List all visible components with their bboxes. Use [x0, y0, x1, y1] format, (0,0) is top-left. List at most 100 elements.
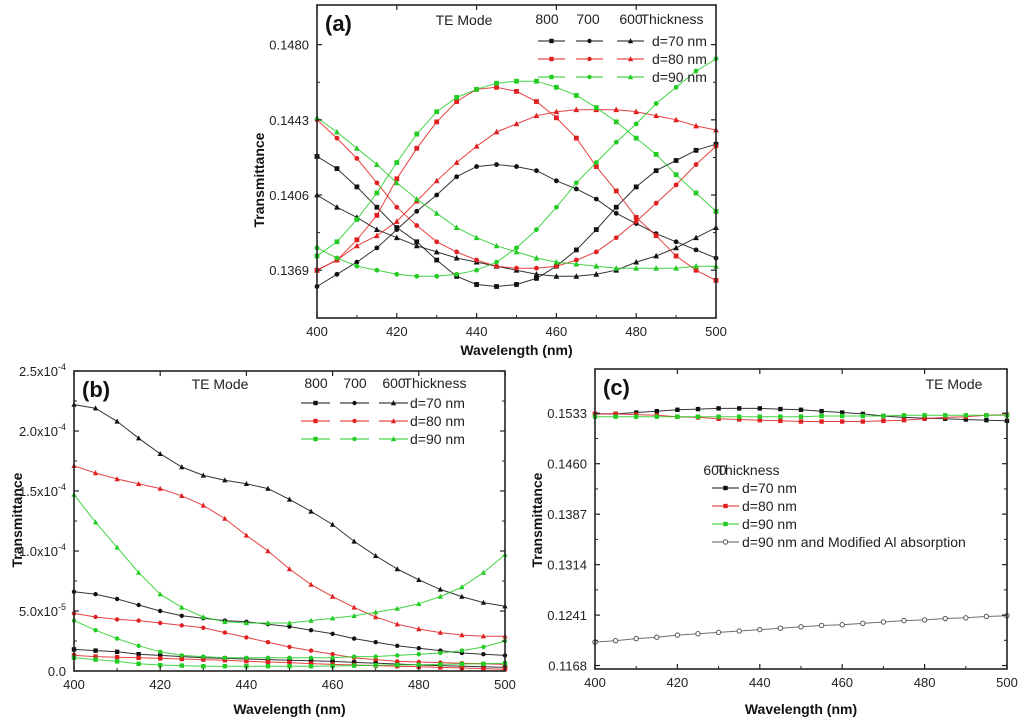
- data-point: [654, 634, 660, 640]
- data-point: [394, 176, 400, 182]
- legend-header: Thickness: [640, 11, 703, 27]
- data-point: [179, 656, 184, 662]
- data-point: [243, 480, 250, 486]
- data-point: [533, 271, 540, 277]
- panel-b: 400 420 440 460 480 5000.05.0x10-51.0x10-41.5…: [9, 362, 516, 717]
- data-point: [244, 635, 249, 640]
- data-point: [798, 624, 804, 630]
- data-point: [474, 267, 479, 273]
- data-point: [573, 186, 579, 192]
- data-point: [374, 204, 380, 210]
- data-point: [308, 508, 314, 514]
- data-point: [136, 652, 141, 657]
- data-point: [351, 663, 357, 668]
- data-point: [136, 655, 141, 660]
- data-point: [434, 192, 440, 198]
- data-point: [308, 655, 314, 660]
- data-point: [459, 593, 465, 599]
- data-point: [373, 161, 380, 167]
- data-point: [437, 629, 443, 635]
- data-point: [553, 108, 560, 115]
- data-point: [673, 116, 679, 123]
- data-point: [414, 223, 420, 228]
- data-point: [778, 418, 783, 424]
- x-tick-label: 420: [149, 677, 171, 692]
- y-tick-label: 1.5x10-4: [19, 482, 66, 499]
- data-point: [777, 625, 784, 631]
- y-tick-label: 2.5x10-4: [19, 362, 66, 379]
- x-tick-label: 400: [63, 677, 85, 692]
- data-point: [374, 212, 380, 218]
- data-point: [693, 162, 699, 167]
- data-point: [201, 654, 206, 659]
- data-point: [157, 485, 163, 491]
- data-point: [963, 413, 968, 418]
- data-point: [573, 93, 579, 98]
- data-point: [453, 224, 460, 230]
- data-point: [157, 591, 163, 597]
- data-point: [880, 619, 887, 625]
- data-point: [860, 620, 866, 627]
- data-point: [984, 413, 989, 418]
- x-axis-title: Wavelength (nm): [460, 342, 572, 358]
- data-point: [613, 235, 619, 241]
- data-point: [514, 164, 519, 169]
- legend-item: d=90 nm: [301, 431, 465, 447]
- legend-marker: [390, 418, 397, 424]
- data-point: [554, 84, 559, 90]
- data-point: [459, 632, 465, 638]
- data-point: [395, 659, 400, 664]
- legend-marker: [722, 539, 729, 545]
- data-point: [265, 664, 271, 669]
- data-point: [573, 257, 579, 263]
- data-point: [673, 182, 679, 188]
- data-point: [474, 164, 479, 169]
- data-point: [158, 656, 163, 661]
- data-point: [438, 665, 443, 670]
- data-point: [963, 615, 969, 621]
- data-point: [778, 414, 783, 419]
- legend-marker: [723, 503, 728, 509]
- data-point: [573, 261, 580, 267]
- legend-marker: [723, 485, 728, 491]
- data-point: [334, 255, 340, 261]
- data-point: [330, 655, 335, 660]
- data-point: [308, 661, 314, 666]
- legend-label: d=70 nm: [742, 480, 797, 496]
- data-point: [901, 417, 907, 423]
- data-point: [480, 569, 487, 575]
- data-point: [414, 145, 420, 151]
- data-point: [393, 179, 400, 186]
- data-point: [394, 605, 400, 611]
- data-point: [653, 252, 660, 259]
- legend-item: d=80 nm: [538, 51, 707, 67]
- legend-header: 600: [703, 462, 727, 478]
- data-point: [493, 242, 500, 249]
- data-point: [819, 419, 824, 424]
- data-point: [480, 599, 487, 605]
- data-point: [93, 657, 98, 662]
- data-point: [92, 519, 99, 525]
- data-point: [222, 664, 228, 669]
- data-point: [265, 485, 271, 491]
- y-tick-label: 0.1406: [269, 188, 309, 203]
- legend-header: Thickness: [403, 375, 466, 391]
- data-point: [633, 635, 639, 642]
- legend-header: 700: [576, 11, 600, 27]
- data-point: [351, 636, 357, 641]
- x-tick-label: 400: [584, 675, 606, 690]
- data-point: [179, 464, 185, 470]
- data-point: [334, 204, 340, 210]
- panel-a: 400 420 440 460 480 500 0.1369 0.1406 0.1443 0.14…: [251, 4, 727, 358]
- data-point: [265, 655, 271, 660]
- data-point: [222, 658, 228, 663]
- data-point: [573, 106, 580, 113]
- data-point: [416, 662, 421, 667]
- data-point: [633, 258, 640, 265]
- legend-item: d=90 nm: [712, 516, 797, 532]
- x-tick-label: 460: [322, 677, 344, 692]
- data-point: [653, 233, 659, 239]
- data-point: [265, 640, 271, 645]
- y-tick-mantissa: 1.5x10: [19, 484, 58, 499]
- data-point: [514, 282, 519, 287]
